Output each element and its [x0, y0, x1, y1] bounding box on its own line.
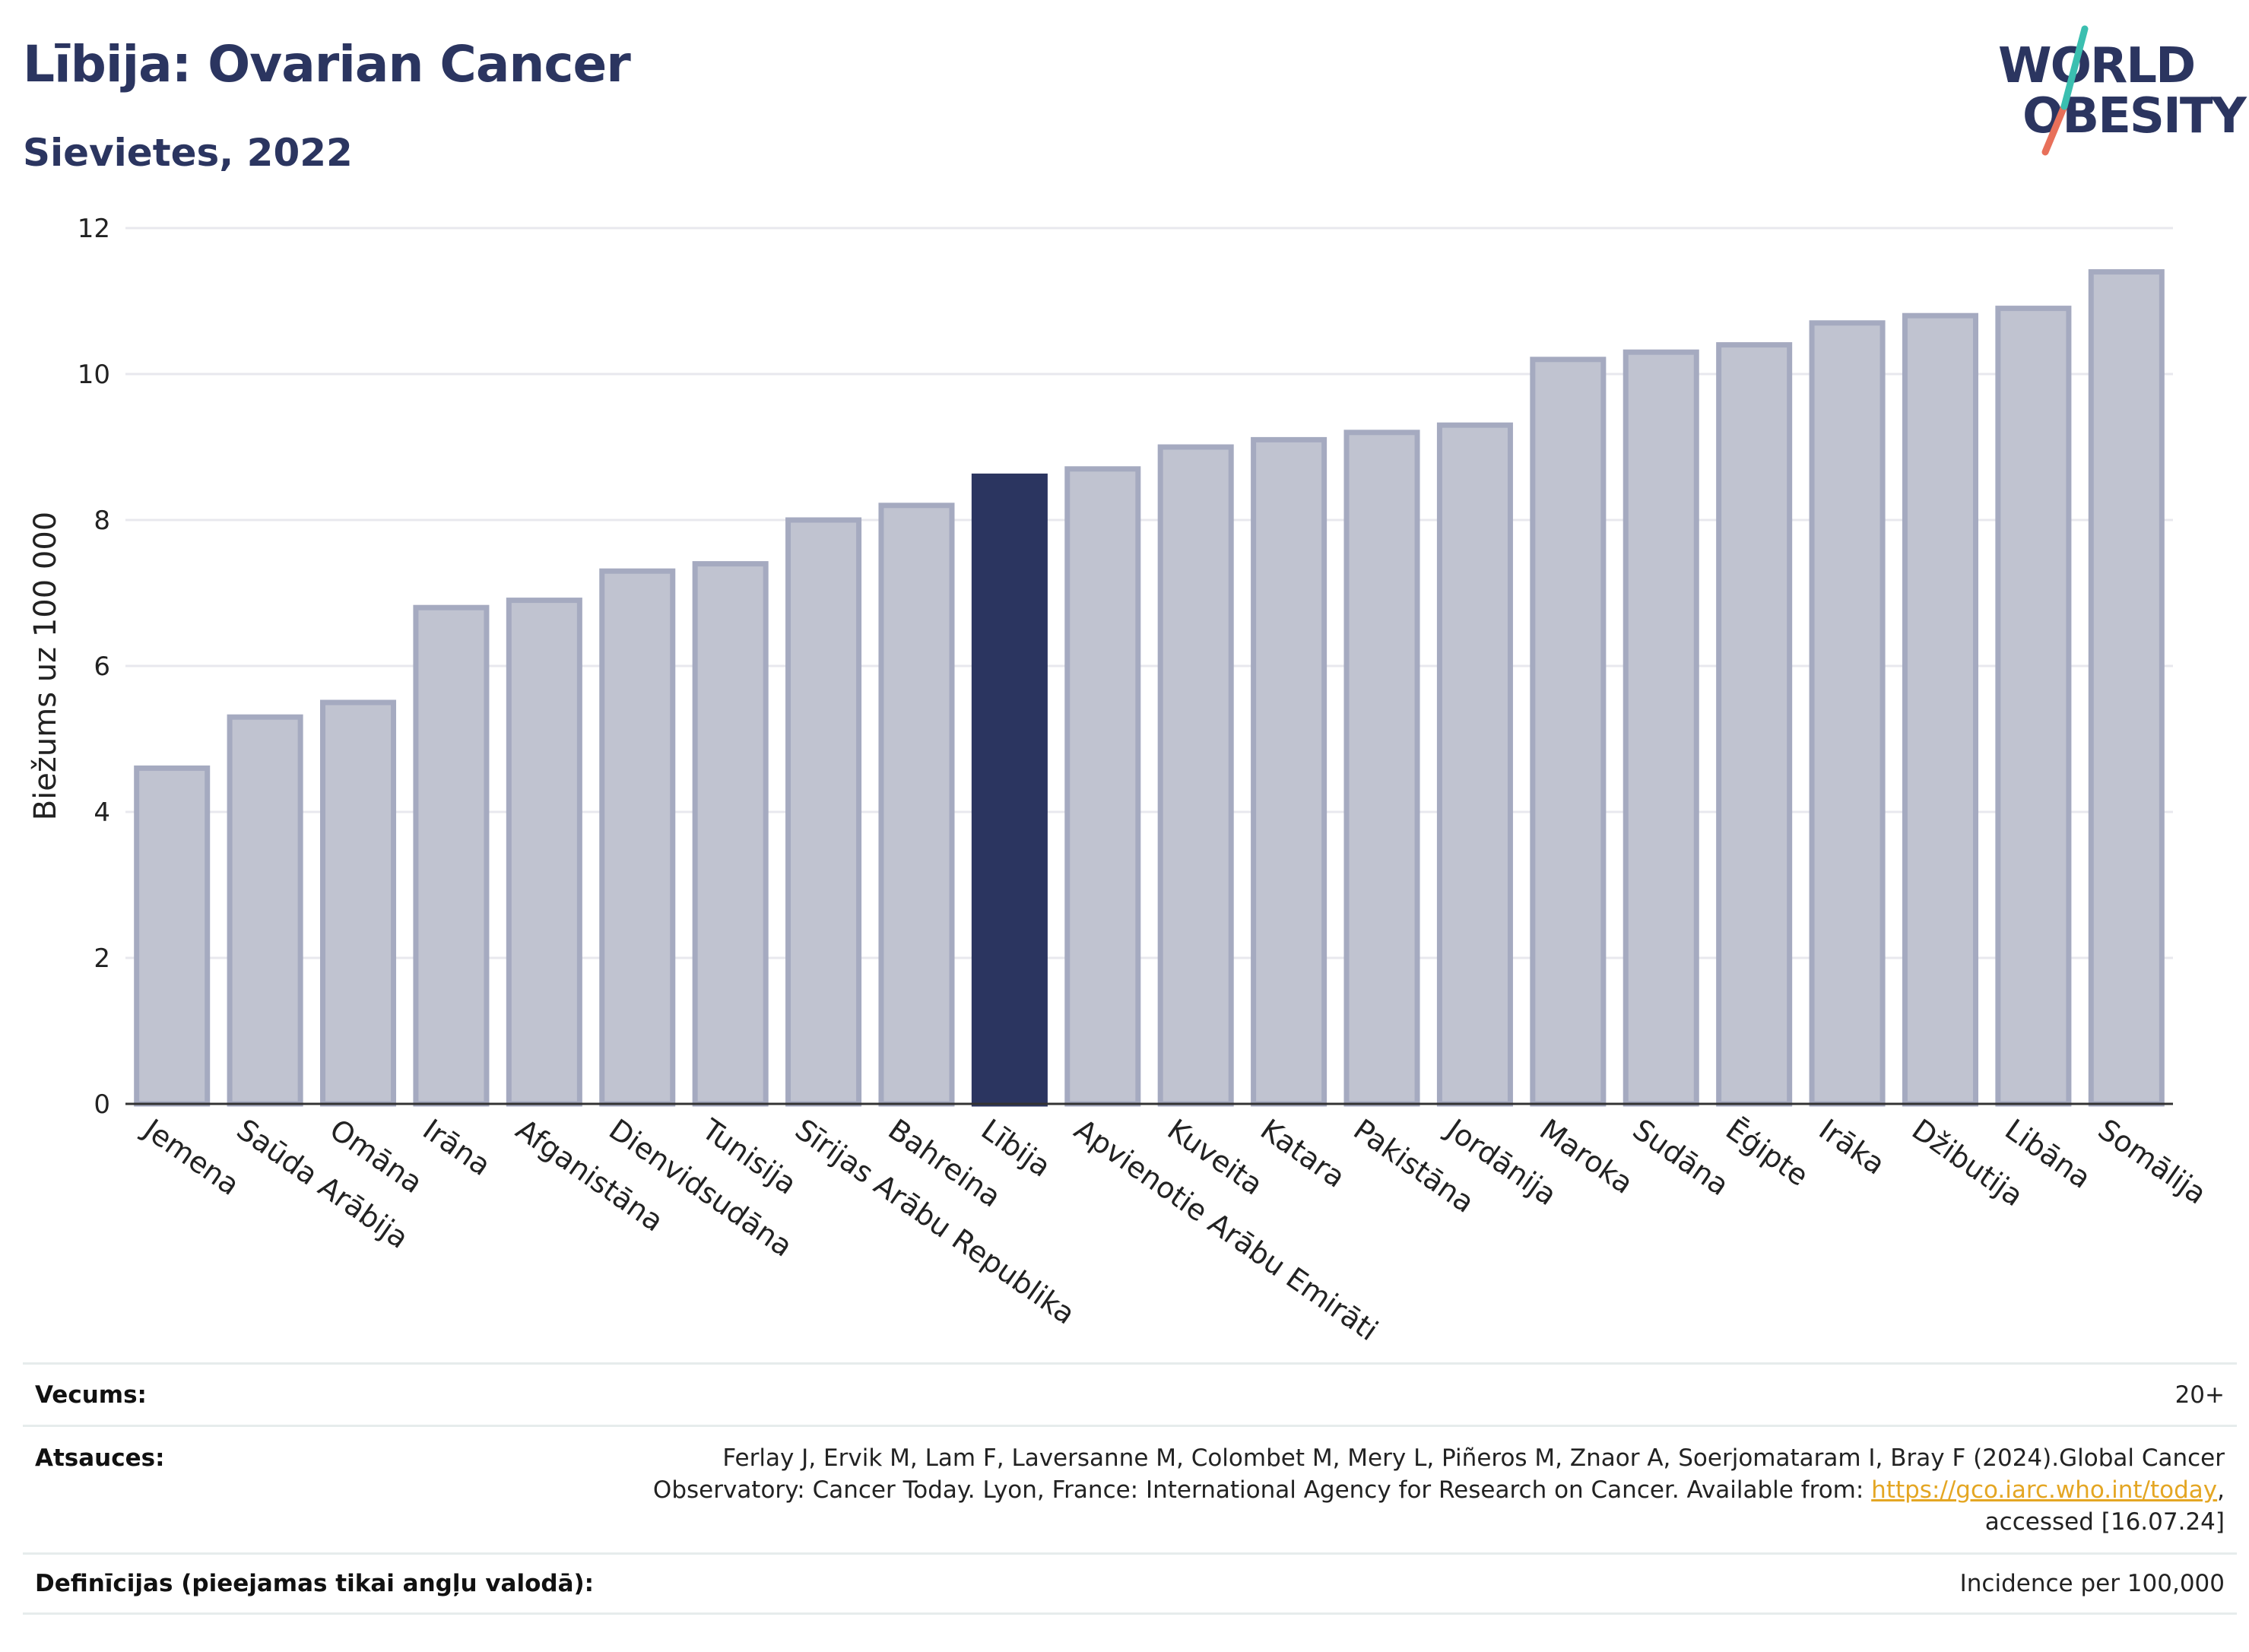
references-line-2-text: Observatory: Cancer Today. Lyon, France:…: [652, 1476, 1872, 1504]
references-label: Atsauces:: [35, 1444, 165, 1472]
bar: [1064, 466, 1141, 1107]
y-tick-label: 4: [94, 797, 110, 828]
bar: [1623, 349, 1699, 1107]
y-tick-label: 6: [94, 652, 110, 682]
bar: [785, 517, 862, 1107]
y-tick-label: 0: [94, 1089, 110, 1120]
y-tick-label: 8: [94, 506, 110, 536]
bar: [692, 561, 769, 1107]
age-value: 20+: [2174, 1381, 2225, 1409]
references-link[interactable]: https://gco.iarc.who.int/today: [1871, 1476, 2218, 1504]
info-row-definitions: Definīcijas (pieejamas tikai angļu valod…: [23, 1552, 2237, 1615]
bar: [413, 604, 490, 1107]
bar: [878, 503, 955, 1107]
bar: [227, 714, 303, 1107]
bar: [1809, 320, 1886, 1107]
y-tick-label: 10: [78, 360, 110, 390]
bar: [1995, 306, 2072, 1107]
x-tick-label: Ēģipte: [1720, 1112, 1814, 1192]
references-line-2: Observatory: Cancer Today. Lyon, France:…: [653, 1474, 2225, 1506]
x-tick-label: Irāka: [1813, 1112, 1891, 1181]
bar: [320, 699, 397, 1107]
bar: [134, 765, 211, 1107]
world-obesity-logo: WORLD OBESITY: [1992, 23, 2247, 160]
logo-line-1: WORLD: [1998, 38, 2196, 94]
y-axis-label: Biežums uz 100 000: [28, 512, 63, 821]
bar: [1716, 342, 1793, 1107]
bar: [971, 473, 1048, 1107]
x-tick-label: Katara: [1255, 1112, 1351, 1194]
y-tick-label: 2: [94, 943, 110, 974]
page-title: Lībija: Ovarian Cancer: [23, 35, 631, 94]
x-tick-label: Jemena: [136, 1111, 245, 1202]
bar: [506, 598, 582, 1107]
references-text: Ferlay J, Ervik M, Lam F, Laversanne M, …: [653, 1442, 2225, 1552]
definitions-label: Definīcijas (pieejamas tikai angļu valod…: [35, 1570, 595, 1597]
age-label: Vecums:: [35, 1381, 147, 1409]
bar: [1343, 430, 1420, 1107]
definitions-value: Incidence per 100,000: [1959, 1570, 2225, 1597]
bar: [1902, 312, 1978, 1107]
bar: [2088, 269, 2165, 1107]
bar: [599, 568, 676, 1107]
references-line-1: Ferlay J, Ervik M, Lam F, Laversanne M, …: [722, 1444, 2225, 1472]
info-row-references: Atsauces: Ferlay J, Ervik M, Lam F, Lave…: [23, 1425, 2237, 1552]
logo-slash-icon: [2041, 25, 2089, 156]
references-line-3: accessed [16.07.24]: [1984, 1508, 2225, 1536]
info-table: Vecums: 20+ Atsauces: Ferlay J, Ervik M,…: [23, 1362, 2237, 1615]
bar: [1436, 422, 1513, 1107]
references-line-2-end: ,: [2217, 1476, 2225, 1504]
x-tick-label: Somālija: [2092, 1112, 2213, 1210]
bar: [1530, 357, 1607, 1107]
info-row-age: Vecums: 20+: [23, 1362, 2237, 1425]
x-tick-label: Sudāna: [1627, 1112, 1735, 1202]
bar: [1251, 436, 1328, 1107]
page-subtitle: Sievietes, 2022: [23, 131, 353, 175]
y-tick-label: 12: [78, 214, 110, 244]
bar: [1157, 444, 1234, 1107]
